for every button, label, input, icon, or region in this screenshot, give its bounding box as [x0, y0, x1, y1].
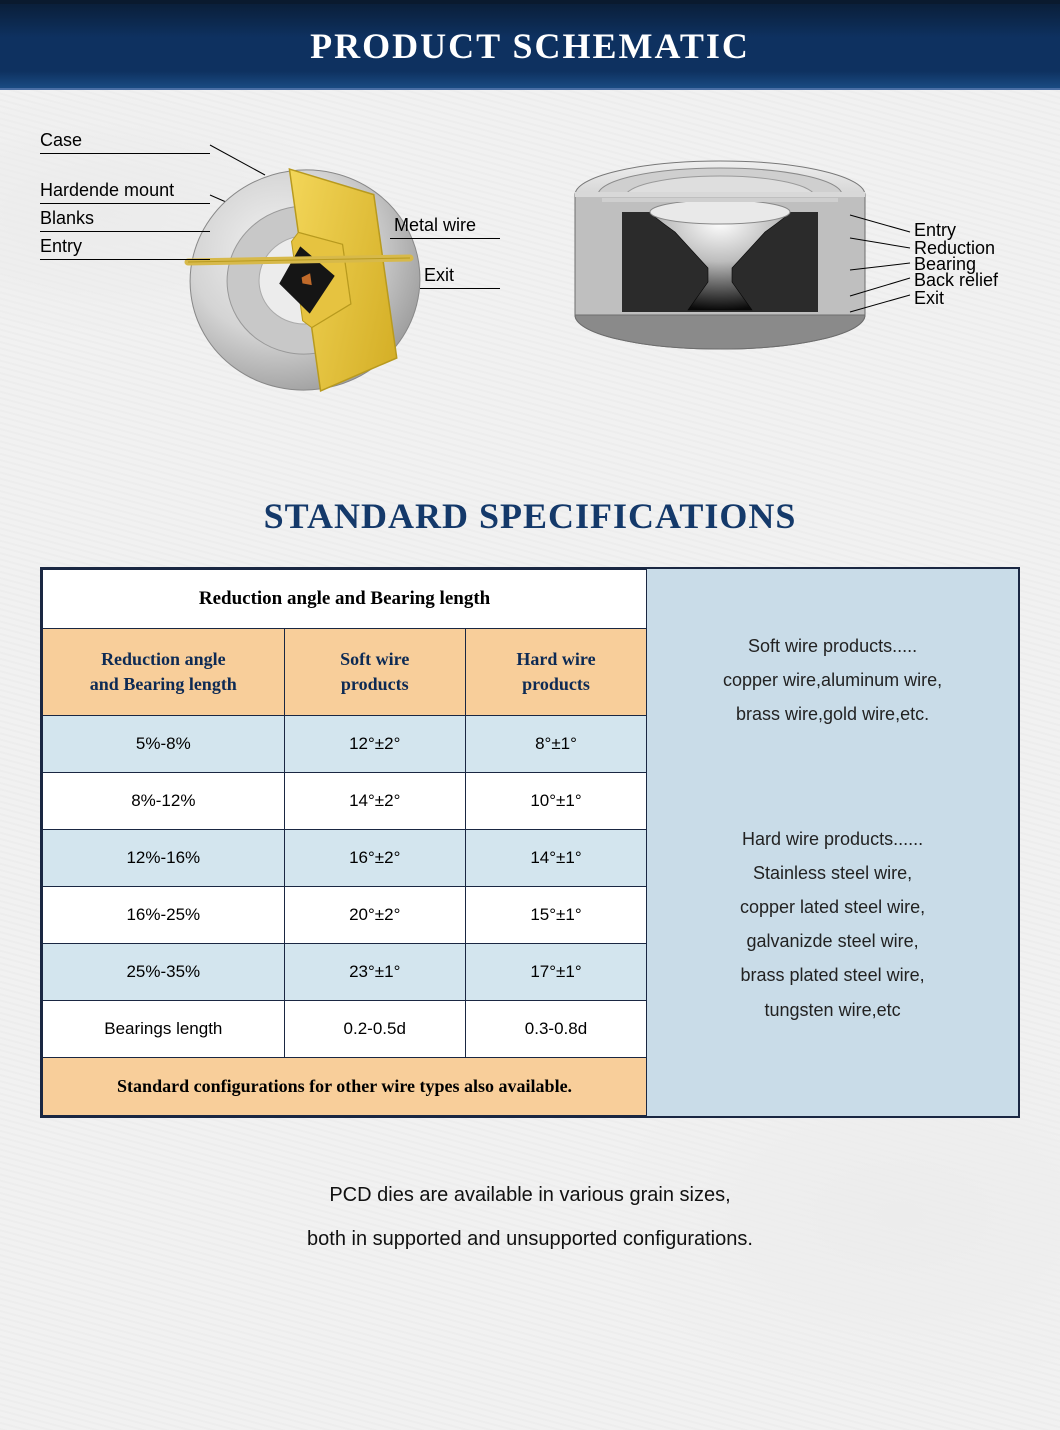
- table-row: 12%-16%16°±2°14°±1°: [43, 830, 647, 887]
- table-cell: 8°±1°: [465, 716, 646, 773]
- table-col-headers: Reduction angleand Bearing length Soft w…: [43, 629, 647, 716]
- col-head-2: Hard wireproducts: [465, 629, 646, 716]
- table-cell: 0.2-0.5d: [284, 1001, 465, 1058]
- table-cell: 25%-35%: [43, 944, 285, 1001]
- footnote: PCD dies are available in various grain …: [0, 1173, 1060, 1261]
- page-title: PRODUCT SCHEMATIC: [310, 25, 750, 67]
- section-title: STANDARD SPECIFICATIONS: [0, 495, 1060, 537]
- label-entry: Entry: [40, 236, 210, 260]
- table-cell: 8%-12%: [43, 773, 285, 830]
- schematic-area: Case Hardende mount Blanks Entry Metal w…: [0, 90, 1060, 470]
- label-case: Case: [40, 130, 210, 154]
- left-diagram: Case Hardende mount Blanks Entry Metal w…: [40, 120, 520, 460]
- side-hard-text: Hard wire products...... Stainless steel…: [675, 822, 990, 1027]
- table-cell: 17°±1°: [465, 944, 646, 1001]
- table-cell: 15°±1°: [465, 887, 646, 944]
- table-row: 16%-25%20°±2°15°±1°: [43, 887, 647, 944]
- table-cell: 0.3-0.8d: [465, 1001, 646, 1058]
- table-row: Bearings length0.2-0.5d0.3-0.8d: [43, 1001, 647, 1058]
- table-cell: 20°±2°: [284, 887, 465, 944]
- table-cell: 23°±1°: [284, 944, 465, 1001]
- table-cell: 16°±2°: [284, 830, 465, 887]
- spec-table: Reduction angle and Bearing length Reduc…: [42, 569, 647, 1116]
- table-cell: 5%-8%: [43, 716, 285, 773]
- table-cell: Bearings length: [43, 1001, 285, 1058]
- table-cell: 10°±1°: [465, 773, 646, 830]
- spec-side-panel: Soft wire products..... copper wire,alum…: [647, 569, 1018, 1116]
- table-row: 25%-35%23°±1°17°±1°: [43, 944, 647, 1001]
- table-cell: 12%-16%: [43, 830, 285, 887]
- table-row: 8%-12%14°±2°10°±1°: [43, 773, 647, 830]
- col-head-0: Reduction angleand Bearing length: [43, 629, 285, 716]
- side-soft-text: Soft wire products..... copper wire,alum…: [675, 629, 990, 732]
- right-diagram: Entry Reduction Bearing Back relief Exit: [550, 120, 1050, 460]
- col-head-1: Soft wireproducts: [284, 629, 465, 716]
- spec-table-wrap: Reduction angle and Bearing length Reduc…: [42, 569, 647, 1116]
- table-cell: 14°±1°: [465, 830, 646, 887]
- label-hardened-mount: Hardende mount: [40, 180, 210, 204]
- table-row: 5%-8%12°±2°8°±1°: [43, 716, 647, 773]
- table-cell: 16%-25%: [43, 887, 285, 944]
- label-blanks: Blanks: [40, 208, 210, 232]
- spec-panel: Reduction angle and Bearing length Reduc…: [40, 567, 1020, 1118]
- table-cell: 14°±2°: [284, 773, 465, 830]
- label-r-exit: Exit: [910, 288, 1030, 311]
- header-band: PRODUCT SCHEMATIC: [0, 0, 1060, 90]
- table-merged-title: Reduction angle and Bearing length: [43, 570, 647, 629]
- table-cell: 12°±2°: [284, 716, 465, 773]
- label-exit: Exit: [420, 265, 500, 289]
- table-footer: Standard configurations for other wire t…: [43, 1058, 647, 1116]
- label-metal-wire: Metal wire: [390, 215, 500, 239]
